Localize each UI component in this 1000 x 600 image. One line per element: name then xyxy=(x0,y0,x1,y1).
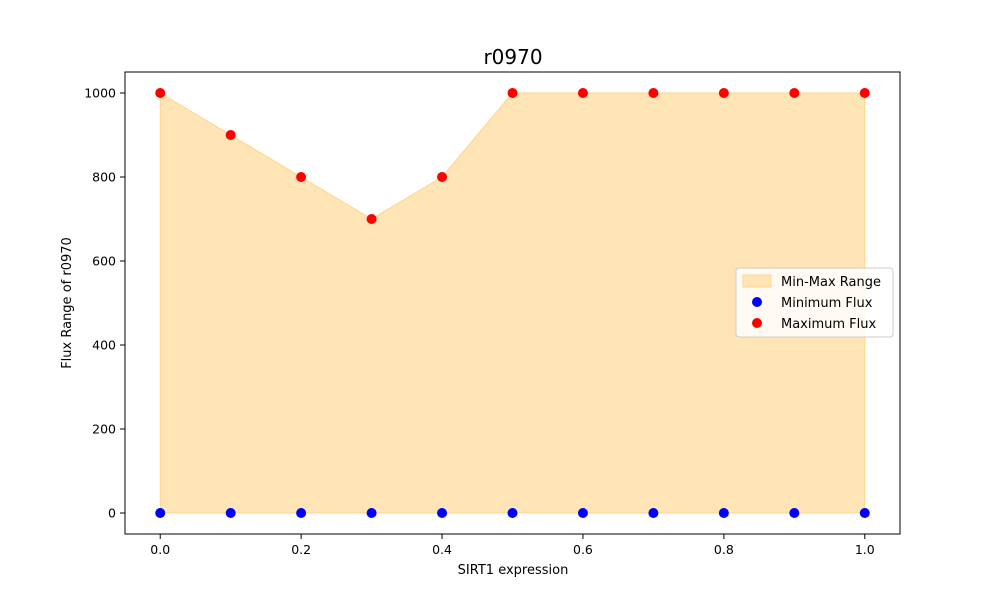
x-tick-label: 0.8 xyxy=(714,542,734,557)
x-tick-label: 0.2 xyxy=(291,542,311,557)
y-tick-label: 400 xyxy=(92,338,116,353)
y-axis-label: Flux Range of r0970 xyxy=(60,237,75,369)
x-tick-label: 0.4 xyxy=(432,542,452,557)
x-axis-label: SIRT1 expression xyxy=(458,563,569,578)
legend: Min-Max Range Minimum Flux Maximum Flux xyxy=(735,267,894,338)
maximum-flux-point xyxy=(155,88,166,98)
maximum-flux-point xyxy=(507,88,518,98)
minimum-flux-point xyxy=(366,508,377,518)
minimum-flux-point xyxy=(859,508,870,518)
maximum-flux-point xyxy=(718,88,729,98)
minimum-flux-point xyxy=(789,508,800,518)
minimum-flux-point xyxy=(155,508,166,518)
maximum-flux-points xyxy=(155,88,870,224)
y-tick-label: 600 xyxy=(92,254,116,269)
minimum-flux-point xyxy=(225,508,236,518)
x-tick-label: 1.0 xyxy=(855,542,875,557)
maximum-flux-point xyxy=(437,172,448,182)
maximum-flux-point xyxy=(859,88,870,98)
minimum-flux-point xyxy=(577,508,588,518)
maximum-flux-point xyxy=(296,172,307,182)
maximum-flux-point xyxy=(225,130,236,140)
maximum-flux-point xyxy=(789,88,800,98)
legend-label-minimum-flux: Minimum Flux xyxy=(781,296,873,311)
maximum-flux-point xyxy=(577,88,588,98)
y-tick-label: 0 xyxy=(108,506,116,521)
legend-marker-minimum-flux xyxy=(752,297,762,307)
legend-box xyxy=(735,267,894,338)
x-axis-ticks: 0.0 0.2 0.4 0.6 0.8 1.0 xyxy=(150,534,875,557)
maximum-flux-point xyxy=(366,214,377,224)
y-tick-label: 200 xyxy=(92,422,116,437)
maximum-flux-point xyxy=(648,88,659,98)
axes-frame xyxy=(124,71,901,535)
minimum-flux-point xyxy=(718,508,729,518)
minimum-flux-point xyxy=(437,508,448,518)
y-tick-label: 800 xyxy=(92,170,116,185)
x-tick-label: 0.0 xyxy=(150,542,170,557)
y-axis-ticks: 0 200 400 600 800 1000 xyxy=(84,86,125,521)
legend-label-min-max-range: Min-Max Range xyxy=(781,275,881,290)
chart-title: r0970 xyxy=(483,45,542,69)
plot-area xyxy=(155,88,870,518)
legend-swatch-min-max-range xyxy=(742,274,772,288)
x-tick-label: 0.6 xyxy=(573,542,593,557)
legend-label-maximum-flux: Maximum Flux xyxy=(781,317,877,332)
legend-marker-maximum-flux xyxy=(752,318,762,328)
minimum-flux-point xyxy=(648,508,659,518)
minimum-flux-point xyxy=(296,508,307,518)
minimum-flux-points xyxy=(155,508,870,518)
y-tick-label: 1000 xyxy=(84,86,116,101)
minimum-flux-point xyxy=(507,508,518,518)
